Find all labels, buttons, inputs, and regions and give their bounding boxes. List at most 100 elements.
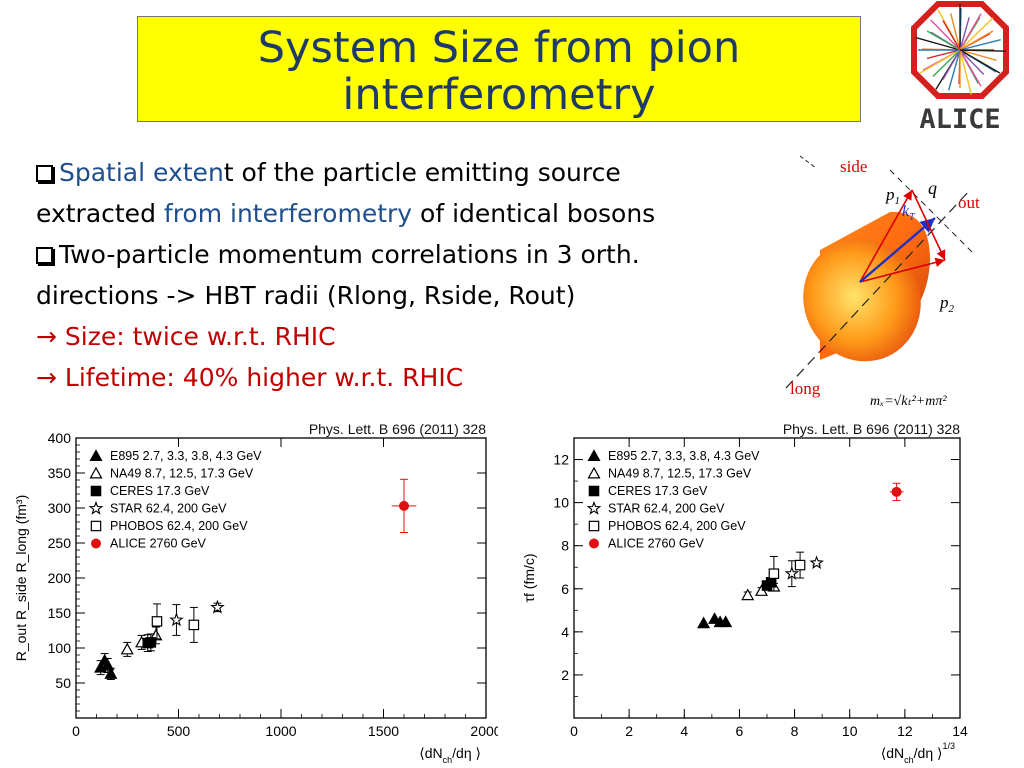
logo-ray — [959, 17, 970, 51]
y-tick-label: 10 — [553, 495, 569, 511]
q-vector — [911, 189, 946, 261]
x-tick-label: 2000 — [470, 723, 498, 739]
data-point — [768, 568, 780, 579]
logo-ray — [926, 30, 961, 51]
side-label: side — [840, 157, 867, 176]
kt-vector — [859, 217, 936, 283]
logo-ray — [942, 49, 961, 80]
legend: E895 2.7, 3.3, 3.8, 4.3 GeV NA49 8.7, 12.… — [586, 449, 760, 551]
title-line-1: System Size from pion — [257, 23, 741, 73]
data-point — [588, 485, 600, 497]
data-point — [101, 658, 115, 671]
logo-ray — [947, 49, 961, 91]
data-point — [809, 555, 824, 570]
legend-label: CERES 17.3 GeV — [608, 484, 708, 498]
logo-ray — [959, 49, 1007, 52]
bullet-list: Spatial extent of the particle emitting … — [36, 152, 736, 398]
logo-ray — [959, 49, 997, 61]
logo-ray — [959, 17, 994, 51]
legend-label: NA49 8.7, 12.5, 17.3 GeV — [608, 467, 752, 481]
x-tick-label: 2 — [625, 723, 633, 739]
x-tick-label: 1000 — [265, 723, 296, 739]
data-point — [891, 486, 902, 497]
side-axis — [889, 169, 976, 256]
bullet-2: Two-particle momentum correlations in 3 … — [36, 234, 736, 275]
data-point — [784, 565, 800, 580]
y-tick-label: 6 — [561, 581, 569, 597]
logo-ray — [959, 30, 994, 51]
checkbox-bullet-icon — [36, 247, 53, 264]
x-tick-label: 14 — [952, 723, 968, 739]
logo-ray — [959, 49, 973, 95]
data-point — [210, 599, 225, 614]
data-point — [587, 466, 601, 479]
data-point — [697, 616, 711, 629]
series-square-open — [151, 603, 200, 643]
legend: E895 2.7, 3.3, 3.8, 4.3 GeV NA49 8.7, 12.… — [88, 449, 262, 551]
legend-label: PHOBOS 62.4, 200 GeV — [110, 519, 248, 533]
x-tick-label: 6 — [736, 723, 744, 739]
legend-label: E895 2.7, 3.3, 3.8, 4.3 GeV — [110, 449, 262, 463]
p1-vector — [859, 189, 913, 283]
logo-ray — [926, 49, 961, 60]
p2-label: p2 — [939, 293, 955, 315]
data-point — [151, 616, 163, 627]
y-tick-label: 300 — [48, 500, 72, 516]
logo-ray — [915, 36, 961, 51]
data-point — [741, 588, 755, 601]
q-label: q — [928, 178, 937, 198]
logo-starburst-icon — [915, 4, 1007, 95]
hbt-cylinder-diagram: side out long p1 q kT p2 mₓ=√kₜ²+mπ² — [785, 155, 980, 409]
long-label: long — [790, 379, 821, 398]
series-star — [784, 555, 824, 588]
y-tick-label: 8 — [561, 538, 569, 554]
logo-ray — [942, 20, 961, 51]
title-line-2: interferometry — [342, 70, 656, 120]
logo-ray — [959, 49, 982, 87]
series-circle-red — [889, 482, 904, 501]
y-axis-label: R_out R_side R_long (fm³) — [13, 495, 29, 662]
mt-formula: mₓ=√kₜ²+mπ² — [870, 394, 947, 409]
y-tick-label: 100 — [48, 640, 72, 656]
y-tick-label: 400 — [48, 430, 72, 446]
plot-reference: Phys. Lett. B 696 (2011) 328 — [783, 421, 960, 437]
logo-ray — [959, 13, 982, 51]
data-point — [120, 642, 134, 655]
bullet-4: → Lifetime: 40% higher w.r.t. RHIC — [36, 363, 464, 392]
data-point — [91, 538, 101, 549]
plot-frame — [75, 437, 487, 719]
data-point — [587, 449, 601, 462]
out-label: out — [958, 193, 980, 212]
bullet-3: → Size: twice w.r.t. RHIC — [36, 322, 336, 351]
legend-label: CERES 17.3 GeV — [110, 484, 210, 498]
x-axis-label: ⟨dNch/dη ⟩1/3 — [881, 741, 955, 765]
data-point — [719, 615, 733, 628]
slide-title: System Size from pion interferometry — [138, 25, 860, 119]
kt-label: kT — [902, 203, 916, 223]
data-point — [794, 559, 806, 571]
bullet-2-cont: directions -> HBT radii (Rlong, Rside, R… — [36, 281, 576, 310]
rvolume-plot: Phys. Lett. B 696 (2011) 328 0 500 1000 1500… — [13, 421, 498, 765]
series-square-open — [768, 551, 806, 592]
series-circle-red — [391, 478, 417, 533]
y-tick-label: 50 — [55, 675, 71, 691]
legend-label: ALICE 2760 GeV — [110, 537, 207, 551]
p1-label: p1 — [885, 185, 900, 207]
x-axis-label: ⟨dNch/dη ⟩ — [419, 745, 481, 765]
data-point — [169, 612, 184, 627]
y-axis-label: τf (fm/c) — [521, 553, 537, 602]
p2-vector — [859, 257, 946, 283]
data-point — [104, 667, 118, 679]
data-point — [88, 500, 104, 515]
data-point — [188, 619, 200, 631]
cylinder-cap — [803, 238, 921, 362]
alice-logo: ALICE — [911, 1, 1009, 135]
x-tick-label: 10 — [842, 723, 858, 739]
series-triangle-filled — [697, 612, 733, 629]
x-tick-label: 8 — [791, 723, 799, 739]
title-box: System Size from pion interferometry — [137, 16, 861, 122]
legend-label: PHOBOS 62.4, 200 GeV — [608, 519, 746, 533]
logo-ray — [959, 49, 985, 75]
series-square-filled — [142, 633, 157, 652]
legend-label: STAR 62.4, 200 GeV — [608, 502, 725, 516]
